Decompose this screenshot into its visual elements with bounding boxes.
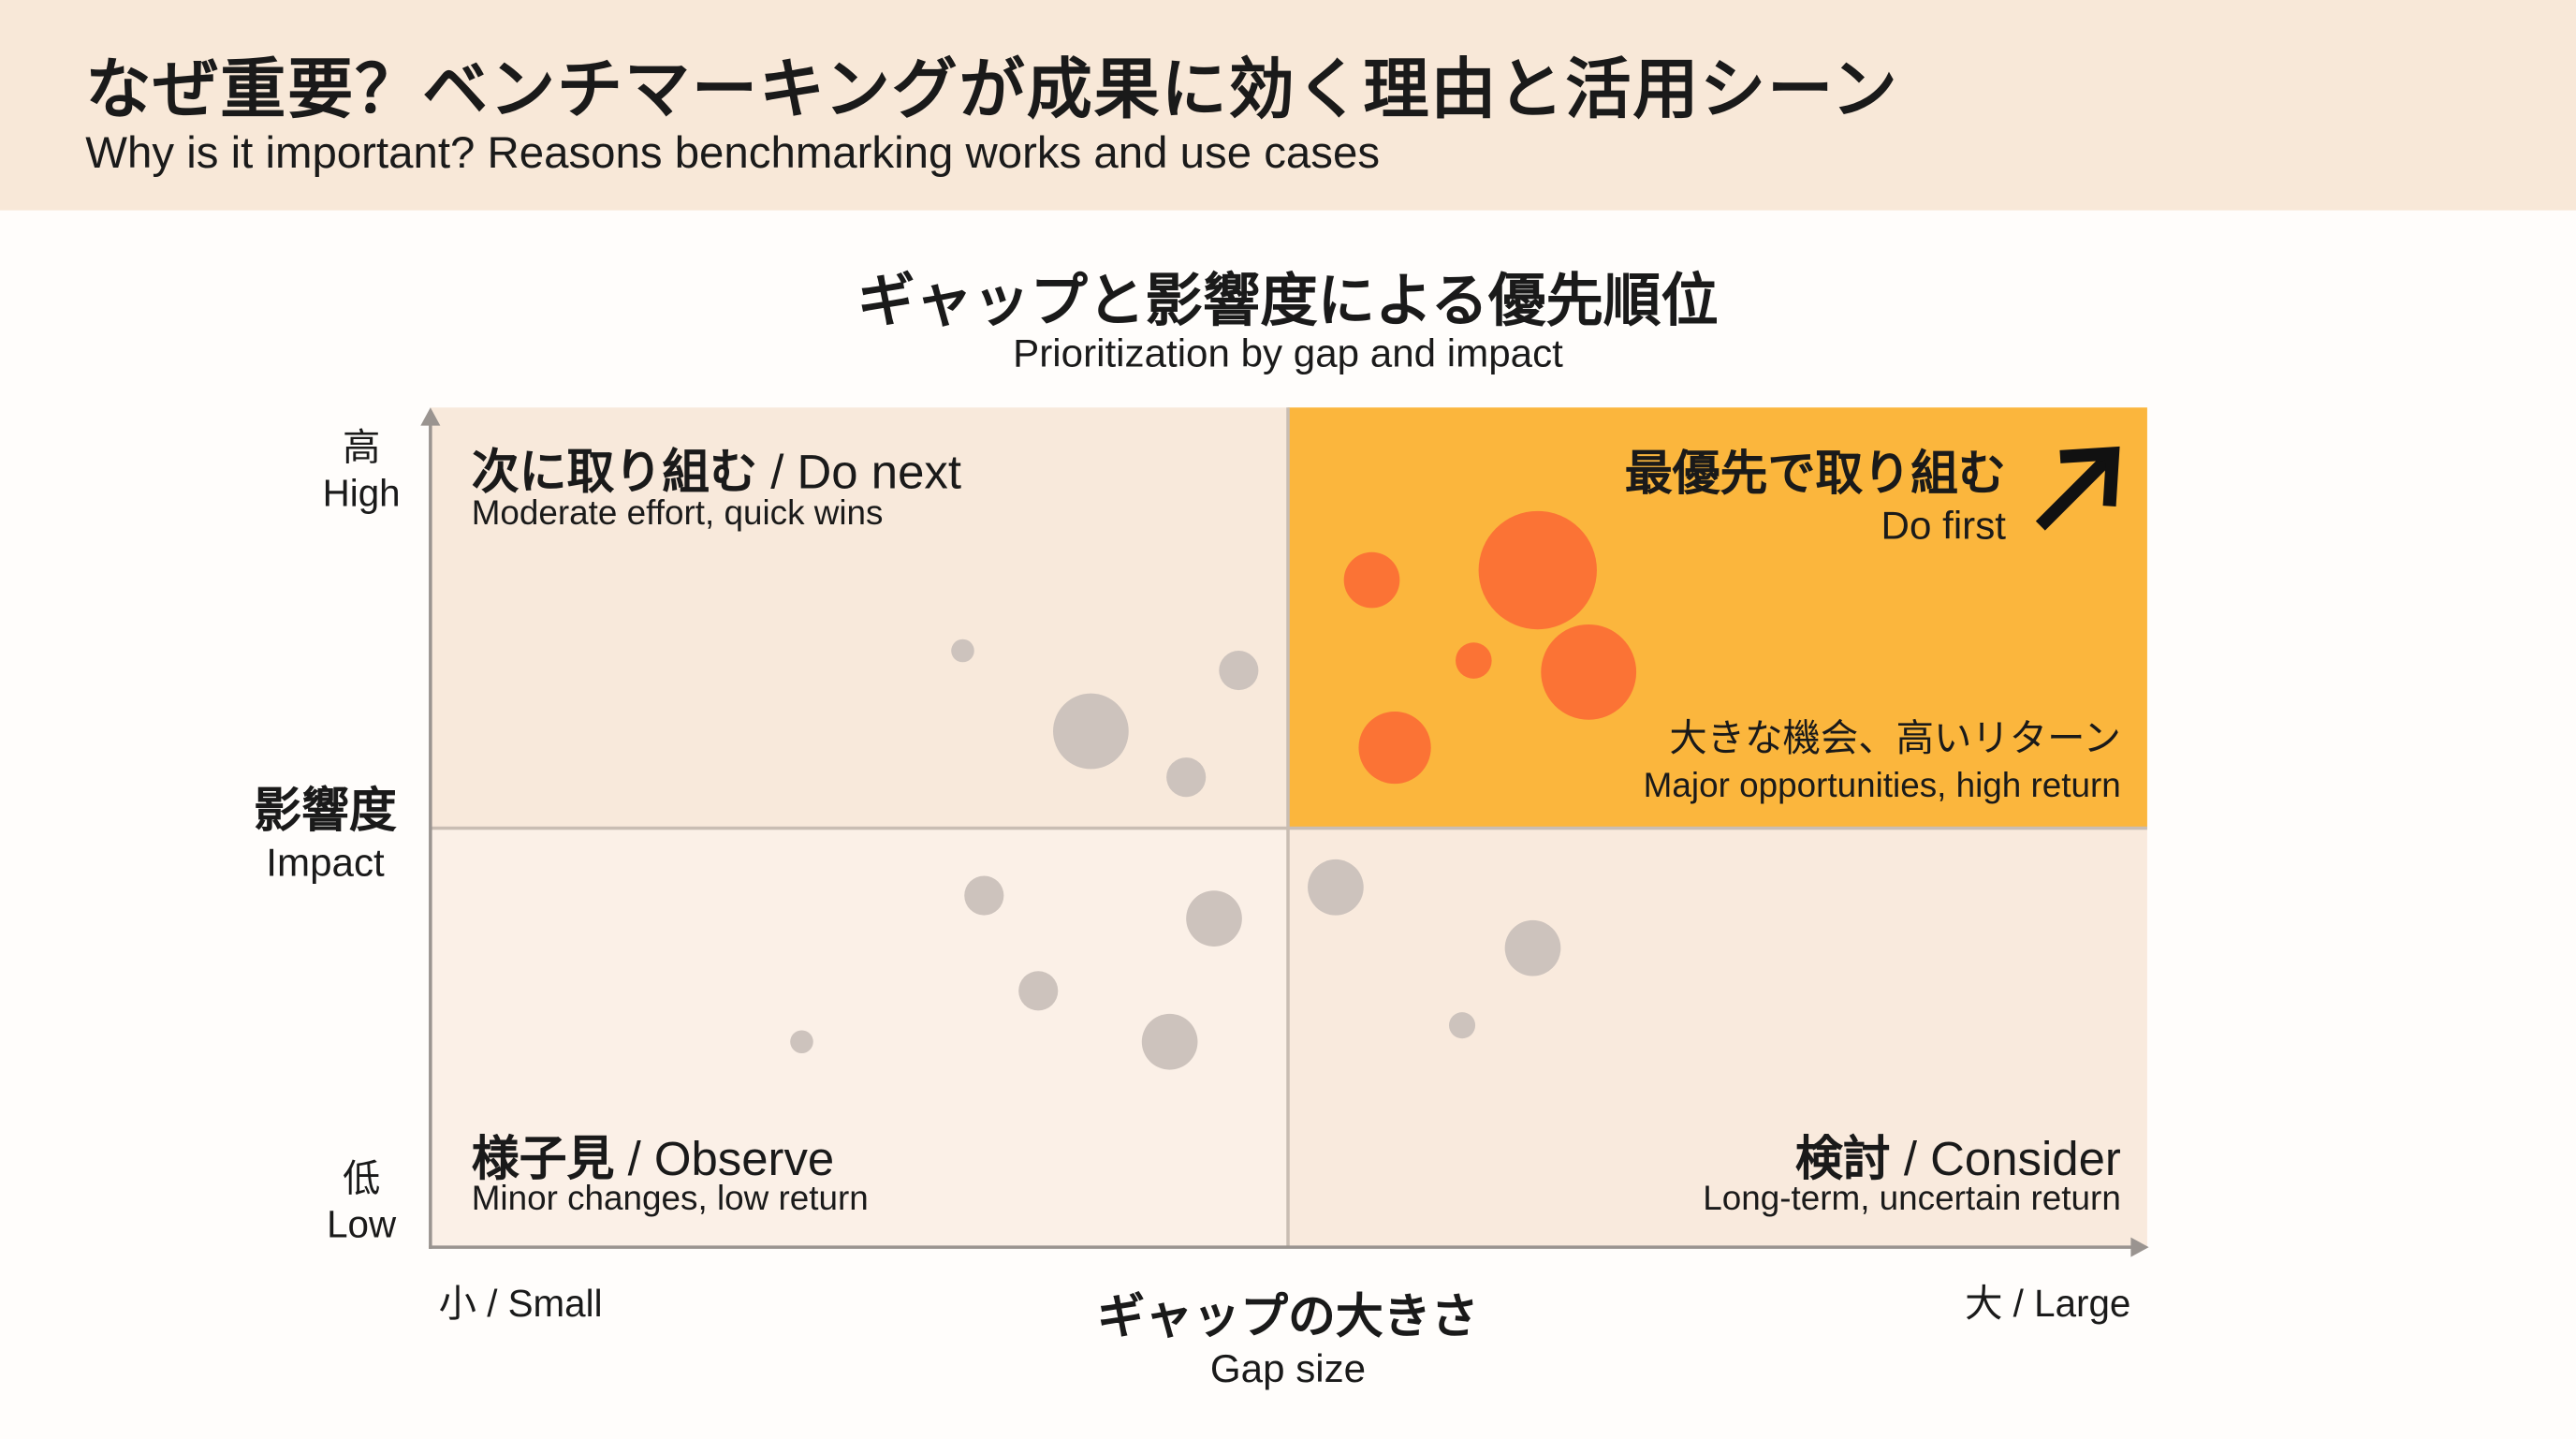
arrow-up-right-icon bbox=[2035, 446, 2120, 531]
bubble bbox=[1504, 919, 1561, 976]
bubble bbox=[1053, 693, 1129, 770]
y-axis-title: 影響度 Impact bbox=[254, 785, 397, 886]
page-subtitle: Why is it important? Reasons benchmarkin… bbox=[85, 127, 1381, 178]
x-axis-title: ギャップの大きさ Gap size bbox=[1097, 1291, 1479, 1392]
bubble bbox=[1219, 651, 1259, 691]
do-first-heading: 最優先で取り組む Do first bbox=[1624, 448, 2006, 550]
highlight-bubble bbox=[1478, 510, 1597, 630]
consider-desc: Long-term, uncertain return bbox=[1703, 1180, 2121, 1218]
highlight-bubble bbox=[1456, 642, 1492, 679]
observe-desc: Minor changes, low return bbox=[471, 1180, 869, 1218]
x-large-label: 大 / Large bbox=[1965, 1281, 2131, 1325]
bubble bbox=[1308, 859, 1364, 916]
y-high-label: 高 High bbox=[322, 425, 401, 515]
quadrant-do-next bbox=[430, 407, 1288, 829]
bubble bbox=[1166, 757, 1207, 798]
quadrant-do-first bbox=[1287, 407, 2147, 829]
bubble bbox=[1141, 1013, 1198, 1070]
chart-subtitle: Prioritization by gap and impact bbox=[1013, 331, 1563, 376]
do-next-desc: Moderate effort, quick wins bbox=[471, 494, 884, 533]
highlight-bubble bbox=[1343, 551, 1400, 609]
do-next-title: 次に取り組む / Do next bbox=[471, 447, 961, 500]
page-title: なぜ重要？ベンチマーキングが成果に効く理由と活用シーン bbox=[85, 53, 1899, 127]
y-axis-arrow-icon bbox=[420, 407, 441, 426]
bubble bbox=[1018, 971, 1059, 1011]
highlight-bubble bbox=[1541, 624, 1637, 720]
x-axis-arrow-icon bbox=[2130, 1237, 2149, 1257]
bubble bbox=[790, 1030, 813, 1054]
quadrant-consider bbox=[1287, 828, 2147, 1248]
bubble bbox=[1186, 890, 1242, 947]
y-low-label: 低 Low bbox=[327, 1156, 397, 1246]
bubble bbox=[964, 875, 1004, 916]
horizontal-divider bbox=[430, 826, 2147, 830]
bubble bbox=[951, 639, 974, 663]
header-band: なぜ重要？ベンチマーキングが成果に効く理由と活用シーン Why is it im… bbox=[0, 0, 2576, 211]
x-axis bbox=[429, 1245, 2138, 1249]
observe-title: 様子見 / Observe bbox=[471, 1134, 835, 1187]
highlight-bubble bbox=[1358, 711, 1431, 785]
chart-title: ギャップと影響度による優先順位 bbox=[857, 269, 1719, 334]
x-small-label: 小 / Small bbox=[438, 1281, 603, 1325]
consider-title: 検討 / Consider bbox=[1794, 1134, 2121, 1187]
y-axis bbox=[429, 420, 432, 1249]
do-first-desc: 大きな機会、高いリターン Major opportunities, high r… bbox=[1643, 716, 2121, 805]
bubble bbox=[1448, 1012, 1476, 1039]
